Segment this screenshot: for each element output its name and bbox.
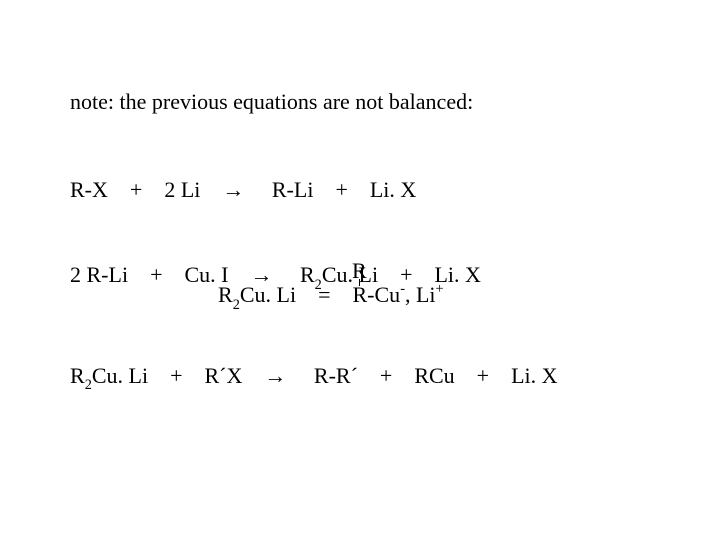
arrow-icon: → <box>264 363 286 388</box>
equals-sign: = <box>318 282 330 307</box>
superscript: + <box>436 281 444 297</box>
text: Cu. Li <box>240 282 296 307</box>
subscript: 2 <box>85 377 92 393</box>
note-line: note: the previous equations are not bal… <box>70 88 720 116</box>
plus-sign: + <box>335 177 347 202</box>
plus-sign: + <box>170 363 182 388</box>
eq1-reactant-1: R-X <box>70 177 108 202</box>
eq3-reactant-2: R´X <box>205 363 243 388</box>
branch-r-label: R <box>352 257 367 285</box>
struct-rhs: R-Cu-, Li+ <box>353 282 444 307</box>
eq1-product-1: R-Li <box>272 177 314 202</box>
eq1-product-2: Li. X <box>370 177 416 202</box>
text: Cu. Li <box>92 363 148 388</box>
plus-sign: + <box>130 177 142 202</box>
text: , Li <box>405 282 436 307</box>
text: R <box>218 282 233 307</box>
eq3-product-3: Li. X <box>511 363 557 388</box>
text: R <box>70 363 85 388</box>
cuprate-structure: R R2Cu. Li = R-Cu-, Li+ <box>70 281 720 313</box>
superscript: - <box>400 281 405 297</box>
plus-sign: + <box>380 363 392 388</box>
eq3-product-2: RCu <box>414 363 454 388</box>
eq3-product-1: R-R´ <box>314 363 358 388</box>
arrow-icon: → <box>222 177 244 202</box>
struct-lhs: R2Cu. Li <box>218 282 302 307</box>
equation-3: R2Cu. Li + R´X → R-R´ + RCu + Li. X <box>70 362 720 394</box>
bond-tick-icon <box>359 279 360 286</box>
eq3-reactant-1: R2Cu. Li <box>70 363 154 388</box>
subscript: 2 <box>233 297 240 313</box>
eq1-reactant-2: 2 Li <box>164 177 200 202</box>
equation-1: R-X + 2 Li → R-Li + Li. X <box>70 176 720 204</box>
slide-content: note: the previous equations are not bal… <box>0 0 720 394</box>
plus-sign: + <box>477 363 489 388</box>
